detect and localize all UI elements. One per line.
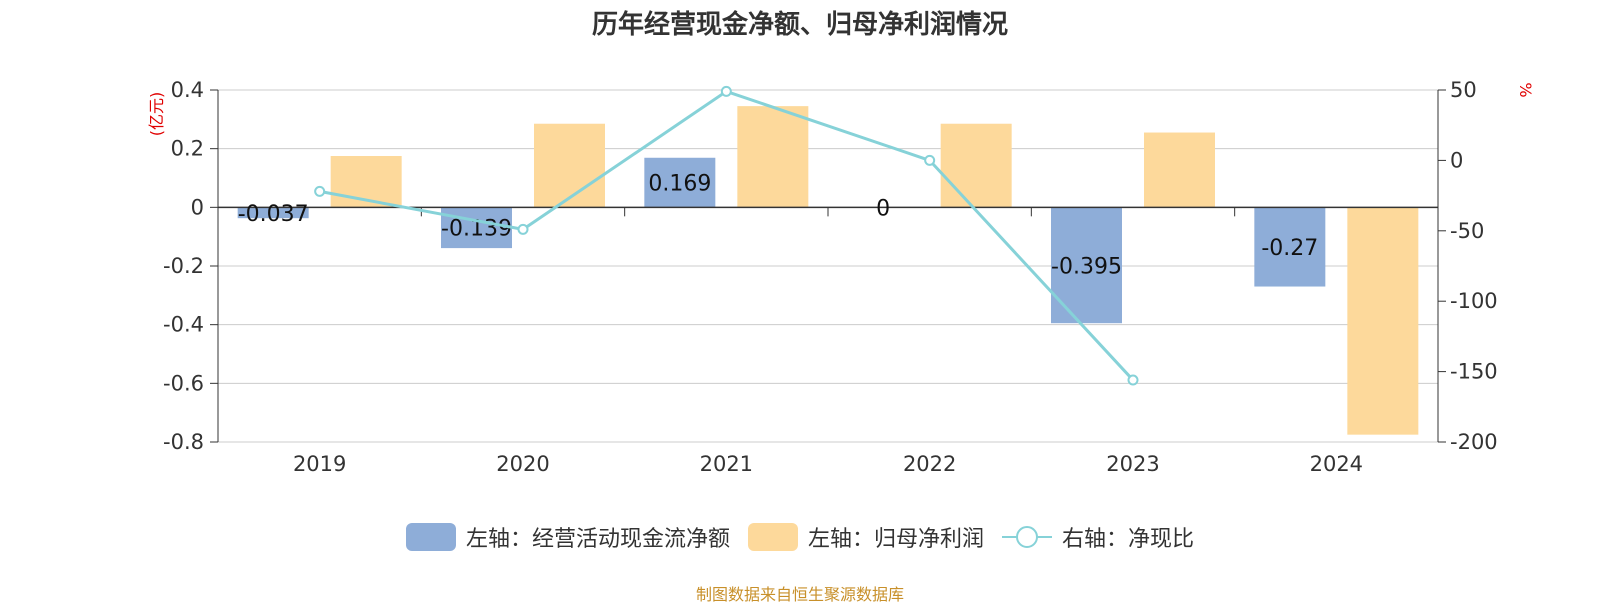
legend-label-ratio: 右轴：净现比 <box>1062 527 1195 552</box>
legend-item-cashflow[interactable]: 左轴：经营活动现金流净额 <box>405 521 730 553</box>
x-axis-tick-label: 2020 <box>496 452 549 476</box>
line-point-ratio <box>720 85 732 97</box>
line-point-ratio <box>314 185 326 197</box>
right-axis-unit: % <box>1516 82 1535 97</box>
right-axis-tick-label: -200 <box>1450 430 1498 454</box>
bar-net-profit <box>737 106 809 208</box>
bar-cashflow <box>237 207 309 219</box>
data-label-cashflow: -0.27 <box>1261 236 1318 261</box>
left-axis-tick-label: 0.4 <box>171 78 204 102</box>
left-axis-tick-label: -0.6 <box>163 371 204 395</box>
left-axis-tick-label: 0 <box>191 195 204 219</box>
left-axis-tick-label: -0.2 <box>163 254 204 278</box>
right-axis-tick-label: 50 <box>1450 78 1477 102</box>
bar-net-profit <box>1347 207 1419 435</box>
data-label-cashflow: 0.169 <box>648 172 711 197</box>
left-axis-tick-label: 0.2 <box>171 137 204 161</box>
bar-cashflow <box>441 207 512 249</box>
bar-cashflow <box>1254 207 1326 287</box>
legend-swatch-ratio <box>1002 523 1052 551</box>
legend-item-ratio[interactable]: 右轴：净现比 <box>1002 521 1194 553</box>
chart-title: 历年经营现金净额、归母净利润情况 <box>591 10 1008 40</box>
legend-item-net-profit[interactable]: 左轴：归母净利润 <box>747 521 984 553</box>
left-axis-tick-label: -0.8 <box>163 430 204 454</box>
data-label-cashflow: -0.037 <box>238 202 309 227</box>
x-axis-tick-label: 2019 <box>293 452 346 476</box>
left-axis-tick-label: -0.4 <box>163 313 204 337</box>
bar-cashflow <box>644 157 716 208</box>
bar-net-profit <box>534 123 605 208</box>
source-note: 制图数据来自恒生聚源数据库 <box>695 585 904 604</box>
right-axis-tick-label: -100 <box>1450 289 1498 313</box>
right-axis-tick-label: 0 <box>1450 148 1463 172</box>
x-axis-tick-label: 2023 <box>1106 452 1159 476</box>
right-axis-tick-label: -150 <box>1450 360 1498 384</box>
data-label-cashflow: 0 <box>876 196 890 221</box>
chart-legend: 左轴：经营活动现金流净额 左轴：归母净利润 右轴：净现比 <box>0 521 1600 553</box>
x-axis-tick-label: 2024 <box>1310 452 1363 476</box>
x-axis-tick-label: 2021 <box>700 452 753 476</box>
legend-label-net-profit: 左轴：归母净利润 <box>807 527 984 552</box>
legend-swatch-cashflow <box>405 523 456 551</box>
left-axis-unit: (亿元) <box>147 92 166 137</box>
line-point-ratio <box>1127 374 1139 386</box>
line-point-ratio <box>924 154 936 166</box>
right-axis-tick-label: -50 <box>1450 219 1484 243</box>
bar-net-profit <box>1144 132 1215 208</box>
x-axis-tick-label: 2022 <box>903 452 956 476</box>
legend-swatch-net-profit <box>747 523 798 551</box>
legend-label-cashflow: 左轴：经营活动现金流净额 <box>465 527 730 552</box>
data-label-cashflow: -0.395 <box>1051 254 1122 279</box>
bar-net-profit <box>940 123 1012 208</box>
line-point-ratio <box>517 223 529 235</box>
